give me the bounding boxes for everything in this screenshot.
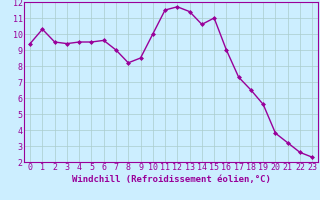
X-axis label: Windchill (Refroidissement éolien,°C): Windchill (Refroidissement éolien,°C) [72, 175, 271, 184]
